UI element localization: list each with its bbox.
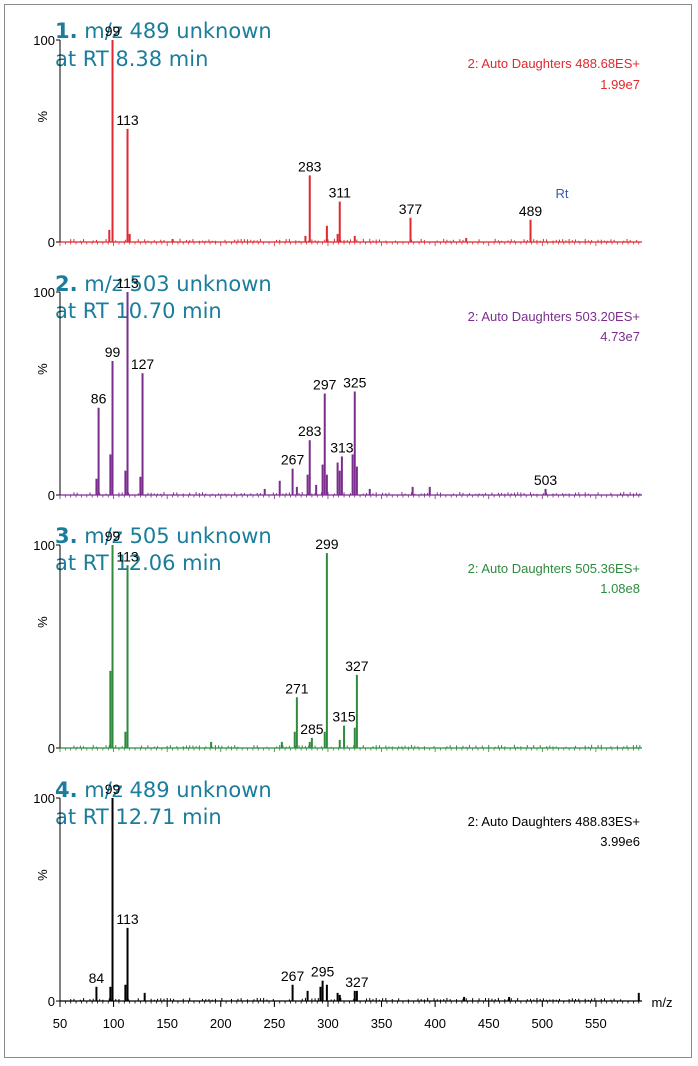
panel1-title-line2: at RT 8.38 min: [55, 47, 208, 71]
panel2-y-tick-label-0: 0: [48, 488, 55, 503]
panel2-y-tick-label-100: 100: [33, 285, 55, 300]
panel4-y-tick-label-100: 100: [33, 791, 55, 806]
panel4-x-tick-label-500: 500: [531, 1016, 553, 1031]
panel3-title-text: m/z 505 unknown: [78, 524, 272, 548]
panel3-peak-label-113: 113: [116, 548, 139, 564]
panel2-peak-label-113: 113: [116, 275, 139, 291]
panel4-peak-label-99: 99: [105, 781, 121, 797]
panel2-title-number: 2.: [55, 272, 78, 296]
panel4-x-tick-label-50: 50: [53, 1016, 67, 1031]
panel1-peak-label-311: 311: [329, 185, 352, 201]
panel3-peak-label-315: 315: [332, 709, 356, 725]
panel3-y-tick-label-0: 0: [48, 741, 55, 756]
panel1-peak-label-113: 113: [116, 112, 139, 128]
panel2-peak-label-99: 99: [105, 344, 121, 360]
panel1-y-tick-label-100: 100: [33, 33, 55, 48]
panel4-title-text: m/z 489 unknown: [78, 778, 272, 802]
panel2-peak-label-325: 325: [343, 374, 367, 390]
panel4-peak-label-267: 267: [281, 968, 305, 984]
panel2-peak-label-86: 86: [91, 391, 107, 407]
panel4-x-tick-label-450: 450: [478, 1016, 500, 1031]
panel4-x-tick-label-150: 150: [156, 1016, 178, 1031]
panel3-title-line1: 3. m/z 505 unknown: [55, 524, 272, 548]
panel4-intensity-label: 3.99e6: [600, 834, 640, 849]
panel1-y-axis-label: %: [35, 111, 50, 123]
panel4-title-line2: at RT 12.71 min: [55, 805, 222, 829]
panel4-x-axis-label: m/z: [652, 995, 673, 1010]
panel1-title-text: m/z 489 unknown: [78, 19, 272, 43]
panel1-mode-label: 2: Auto Daughters 488.68ES+: [468, 56, 640, 71]
panel2-intensity-label: 4.73e7: [600, 329, 640, 344]
panel4-x-tick-label-100: 100: [103, 1016, 125, 1031]
panel2-peak-label-503: 503: [534, 472, 558, 488]
panel4-peak-label-295: 295: [311, 964, 335, 980]
panel4-x-tick-label-400: 400: [424, 1016, 446, 1031]
panel3-peak-label-285: 285: [300, 721, 324, 737]
panel3-intensity-label: 1.08e8: [600, 581, 640, 596]
panel2-peak-label-267: 267: [281, 452, 305, 468]
panel2-peak-label-283: 283: [298, 423, 322, 439]
panel3-peak-label-99: 99: [105, 528, 121, 544]
panel1-title-number: 1.: [55, 19, 78, 43]
panel4-mode-label: 2: Auto Daughters 488.83ES+: [468, 814, 640, 829]
panel3-title-line2: at RT 12.06 min: [55, 551, 222, 575]
panel1-intensity-label: 1.99e7: [600, 77, 640, 92]
panel4-x-tick-label-350: 350: [371, 1016, 393, 1031]
panel2-peak-label-297: 297: [313, 377, 337, 393]
panel1-peak-label-489: 489: [519, 203, 543, 219]
panel3-y-axis-label: %: [35, 616, 50, 628]
panel1-y-tick-label-0: 0: [48, 235, 55, 250]
panel2-y-axis-label: %: [35, 363, 50, 375]
panel3-mode-label: 2: Auto Daughters 505.36ES+: [468, 561, 640, 576]
panel4-x-tick-label-200: 200: [210, 1016, 232, 1031]
panel4-title-line1: 4. m/z 489 unknown: [55, 778, 272, 802]
panel2-peak-label-127: 127: [131, 356, 155, 372]
figure-frame: [4, 4, 692, 1058]
panel1-peak-label-99: 99: [105, 23, 121, 39]
panel4-peak-label-327: 327: [345, 974, 369, 990]
panel4-y-axis-label: %: [35, 869, 50, 881]
panel2-title-text: m/z 503 unknown: [78, 272, 272, 296]
panel3-peak-label-271: 271: [285, 680, 309, 696]
panel2-title-line2: at RT 10.70 min: [55, 299, 222, 323]
panel1-peak-label-283: 283: [298, 158, 322, 174]
panel1-annotation: Rt: [556, 186, 569, 201]
panel2-mode-label: 2: Auto Daughters 503.20ES+: [468, 309, 640, 324]
panel3-peak-label-299: 299: [315, 536, 339, 552]
panel4-x-tick-label-300: 300: [317, 1016, 339, 1031]
panel3-peak-label-327: 327: [345, 658, 369, 674]
panel2-peak-label-313: 313: [330, 439, 354, 455]
panel4-x-tick-label-550: 550: [585, 1016, 607, 1031]
panel1-peak-label-377: 377: [399, 201, 423, 217]
panel3-y-tick-label-100: 100: [33, 538, 55, 553]
panel4-title-number: 4.: [55, 778, 78, 802]
panel4-y-tick-label-0: 0: [48, 994, 55, 1009]
panel3-title-number: 3.: [55, 524, 78, 548]
panel4-peak-label-113: 113: [116, 911, 139, 927]
panel4-x-tick-label-250: 250: [264, 1016, 286, 1031]
panel1-title-line1: 1. m/z 489 unknown: [55, 19, 272, 43]
panel4-peak-label-84: 84: [89, 970, 105, 986]
panel2-title-line1: 2. m/z 503 unknown: [55, 272, 272, 296]
